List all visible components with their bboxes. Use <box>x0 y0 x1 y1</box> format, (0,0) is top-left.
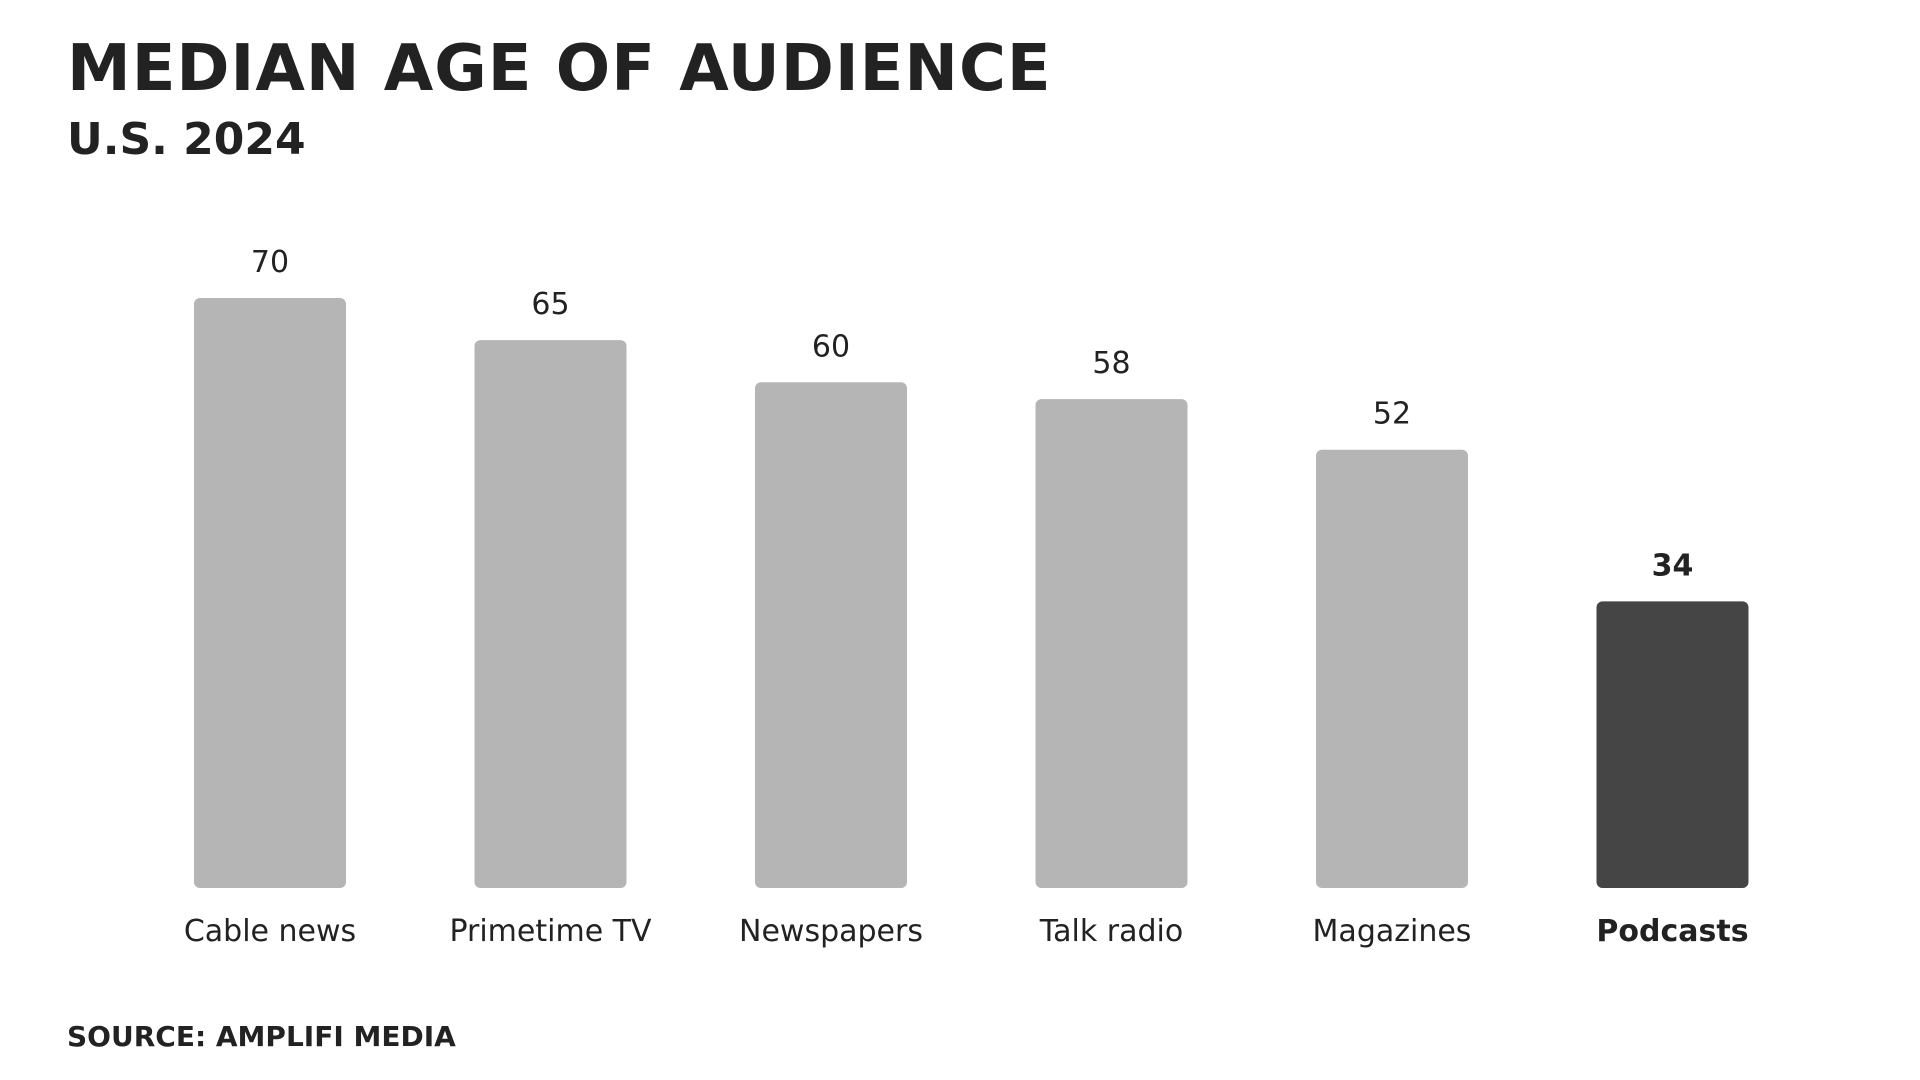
chart-title: MEDIAN AGE OF AUDIENCE <box>67 32 1052 106</box>
bar-chart: 70 Cable news 65 Primetime TV 60 Newspapers 58… <box>184 245 1749 949</box>
category-label-podcasts: Podcasts <box>1596 914 1748 949</box>
value-label-talk-radio: 58 <box>1092 346 1130 381</box>
bar-primetime-tv <box>474 340 627 889</box>
chart-subtitle: U.S. 2024 <box>67 114 306 165</box>
category-label-primetime-tv: Primetime TV <box>449 914 652 949</box>
bar-podcasts <box>1596 601 1749 888</box>
bar-cable-news <box>194 298 346 888</box>
category-label-cable-news: Cable news <box>184 914 356 949</box>
value-label-primetime-tv: 65 <box>531 287 569 322</box>
category-label-newspapers: Newspapers <box>739 914 923 949</box>
value-label-newspapers: 60 <box>812 329 850 364</box>
source-note: SOURCE: AMPLIFI MEDIA <box>67 1020 456 1053</box>
category-label-talk-radio: Talk radio <box>1039 914 1183 949</box>
bar-talk-radio <box>1035 399 1188 888</box>
bar-magazines <box>1316 449 1468 888</box>
value-label-podcasts: 34 <box>1652 548 1694 583</box>
bar-newspapers <box>755 382 907 888</box>
category-label-magazines: Magazines <box>1313 914 1472 949</box>
value-label-magazines: 52 <box>1373 397 1411 432</box>
value-label-cable-news: 70 <box>251 245 289 280</box>
